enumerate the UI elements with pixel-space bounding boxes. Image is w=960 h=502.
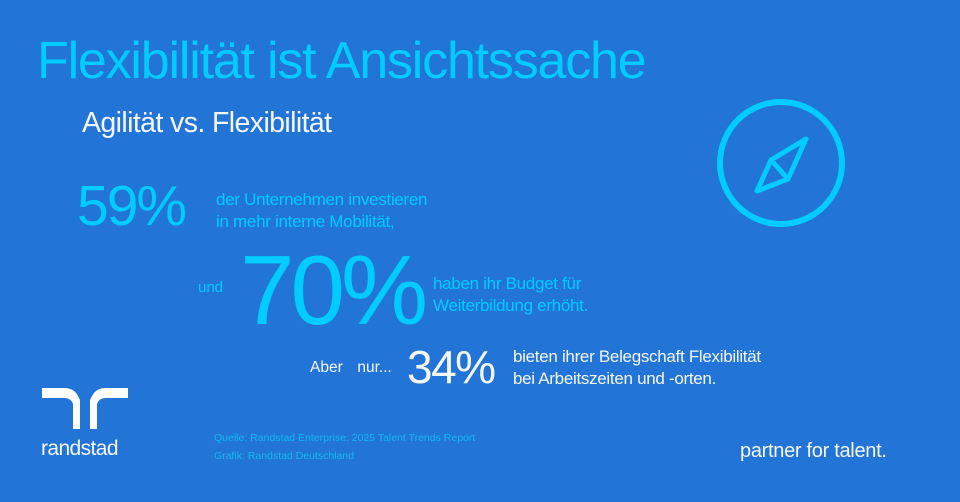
stat-prefix: und — [198, 279, 224, 296]
stat-description-line: Weiterbildung erhöht. — [433, 296, 588, 315]
randstad-logo-text: randstad — [41, 437, 119, 460]
stat-prefix: Aber nur... — [310, 359, 392, 376]
source-note: Quelle: Randstad Enterprise: 2025 Talent… — [214, 429, 475, 465]
stat-value: 70% — [240, 235, 428, 345]
compass-icon — [717, 99, 845, 227]
stat-description: bieten ihrer Belegschaft Flexibilität be… — [513, 346, 761, 390]
credit-line: Grafik: Randstad Deutschland — [214, 450, 355, 462]
page-title: Flexibilität ist Ansichtssache — [37, 32, 647, 90]
source-line: Quelle: Randstad Enterprise: 2025 Talent… — [214, 432, 476, 444]
stat-description-line: bieten ihrer Belegschaft Flexibilität — [513, 347, 761, 366]
stat-description: haben ihr Budget für Weiterbildung erhöh… — [433, 273, 588, 317]
stat-description: der Unternehmen investieren in mehr inte… — [216, 189, 427, 233]
stat-description-line: bei Arbeitszeiten und -orten. — [513, 369, 716, 388]
stat-description-line: haben ihr Budget für — [433, 274, 582, 293]
stat-value: 34% — [407, 341, 496, 393]
stat-value: 59% — [77, 174, 187, 238]
stat-description-line: der Unternehmen investieren — [216, 190, 428, 209]
randstad-logo-icon — [42, 388, 128, 429]
tagline: partner for talent. — [740, 440, 887, 462]
page-subtitle: Agilität vs. Flexibilität — [82, 107, 332, 139]
stat-description-line: in mehr interne Mobilität, — [216, 212, 395, 231]
